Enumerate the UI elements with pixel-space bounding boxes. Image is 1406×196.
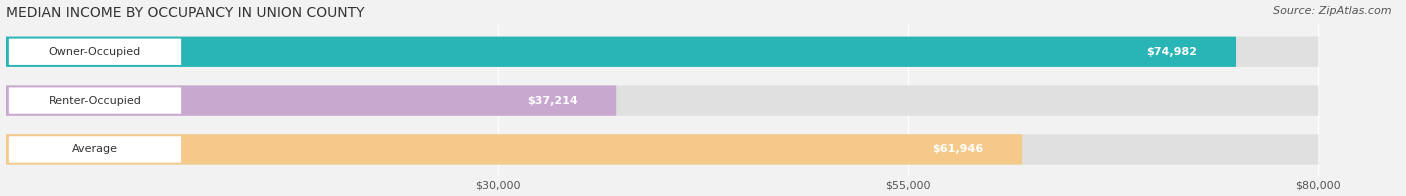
FancyBboxPatch shape (6, 85, 616, 116)
FancyBboxPatch shape (1115, 39, 1229, 65)
Text: Owner-Occupied: Owner-Occupied (49, 47, 141, 57)
FancyBboxPatch shape (6, 37, 1236, 67)
Text: $37,214: $37,214 (527, 96, 578, 106)
FancyBboxPatch shape (8, 39, 181, 65)
FancyBboxPatch shape (6, 85, 1319, 116)
Text: Source: ZipAtlas.com: Source: ZipAtlas.com (1274, 6, 1392, 16)
FancyBboxPatch shape (6, 37, 1319, 67)
Text: MEDIAN INCOME BY OCCUPANCY IN UNION COUNTY: MEDIAN INCOME BY OCCUPANCY IN UNION COUN… (6, 5, 364, 20)
Text: $74,982: $74,982 (1146, 47, 1198, 57)
FancyBboxPatch shape (495, 87, 610, 114)
Text: Renter-Occupied: Renter-Occupied (49, 96, 142, 106)
FancyBboxPatch shape (6, 134, 1022, 165)
FancyBboxPatch shape (8, 87, 181, 114)
FancyBboxPatch shape (901, 136, 1015, 163)
FancyBboxPatch shape (8, 136, 181, 163)
Text: Average: Average (72, 144, 118, 154)
FancyBboxPatch shape (6, 134, 1319, 165)
Text: $61,946: $61,946 (932, 144, 984, 154)
